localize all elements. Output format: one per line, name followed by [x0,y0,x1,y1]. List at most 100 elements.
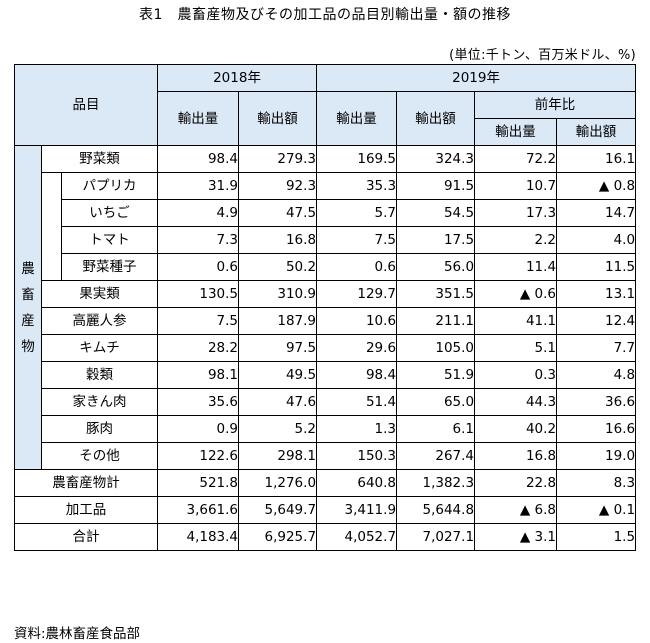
cell-a2018: 6,925.7 [238,523,318,551]
header-2019-value: 輸出額 [396,91,476,146]
cell-v2018: 4,183.4 [157,523,240,551]
cell-a2019: 324.3 [396,145,476,173]
cell-ya: 11.5 [556,253,637,281]
cell-v2019: 169.5 [316,145,398,173]
total-name: 合計 [13,523,159,551]
total-row: 合計 4,183.4 6,925.7 4,052.7 7,027.1 ▲ 3.1 1.5 [13,523,637,551]
cell-a2019: 7,027.1 [396,523,476,551]
group-label-char: 産 [21,312,35,329]
cell-ya: 12.4 [556,307,637,335]
table-title: 表1 農畜産物及びその加工品の品目別輸出量・額の推移 [139,7,511,23]
cell-a2018: 279.3 [238,145,318,173]
cell-yv: 72.2 [474,145,558,173]
cell-a2019: 1,382.3 [396,469,476,497]
cell-v2019: 640.8 [316,469,398,497]
table-row: 豚肉 0.9 5.2 1.3 6.1 40.2 16.6 [15,415,637,443]
cell-a2018: 49.5 [238,361,318,389]
group-label-char: 物 [21,338,35,355]
cell-v2018: 98.4 [157,145,240,173]
cell-a2019: 17.5 [396,226,476,254]
cell-yv: 2.2 [474,226,558,254]
table-row: パプリカ 31.9 92.3 35.3 91.5 10.7 ▲ 0.8 [15,172,637,281]
cell-ya: 4.8 [556,361,637,389]
cell-a2019: 54.5 [396,199,476,227]
cell-yv: 11.4 [474,253,558,281]
cell-v2019: 150.3 [316,442,398,470]
cell-yv: 5.1 [474,334,558,362]
cell-yv: 16.8 [474,442,558,470]
total-row: 加工品 3,661.6 5,649.7 3,411.9 5,644.8 ▲ 6.8 ▲ 0.… [13,496,637,524]
cell-a2018: 47.5 [238,199,318,227]
group-label-cell: 農畜産物 [14,145,42,470]
header-year-2018: 2018年 [157,64,318,92]
table-row: 果実類 130.5 310.9 129.7 351.5 ▲ 0.6 13.1 [15,280,637,308]
cell-v2019: 35.3 [316,172,398,200]
cell-v2018: 130.5 [157,280,240,308]
cell-yv: 17.3 [474,199,558,227]
cell-yv: 10.7 [474,172,558,200]
header-yoy: 前年比 [474,91,637,119]
cell-v2019: 5.7 [316,199,398,227]
cell-ya: 36.6 [556,388,637,416]
group-label-char: 畜 [21,286,35,303]
table-row: その他 122.6 298.1 150.3 267.4 16.8 19.0 [15,442,637,470]
cell-yv: ▲ 6.8 [474,496,558,524]
row-name: 野菜類 [40,145,159,173]
row-name: 家きん肉 [40,388,159,416]
cell-ya: 16.6 [556,415,637,443]
cell-a2019: 351.5 [396,280,476,308]
cell-a2018: 5,649.7 [238,496,318,524]
cell-a2019: 5,644.8 [396,496,476,524]
cell-a2018: 310.9 [238,280,318,308]
table-row: 家きん肉 35.6 47.6 51.4 65.0 44.3 36.6 [15,388,637,416]
table-row: 高麗人参 7.5 187.9 10.6 211.1 41.1 12.4 [15,307,637,335]
total-name: 加工品 [13,496,159,524]
cell-v2019: 0.6 [316,253,398,281]
group-label-char: 農 [21,260,35,277]
cell-v2018: 122.6 [157,442,240,470]
source-note: 資料:農林畜産食品部 [14,626,141,642]
cell-ya: 14.7 [556,199,637,227]
cell-v2019: 29.6 [316,334,398,362]
cell-yv: 0.3 [474,361,558,389]
cell-a2019: 267.4 [396,442,476,470]
cell-a2019: 6.1 [396,415,476,443]
table-row: キムチ 28.2 97.5 29.6 105.0 5.1 7.7 [15,334,637,362]
cell-a2019: 51.9 [396,361,476,389]
header-2018-volume: 輸出量 [157,91,240,146]
header-2018-value: 輸出額 [238,91,318,146]
cell-a2019: 105.0 [396,334,476,362]
sub-indent-cell [41,172,62,281]
cell-ya: ▲ 0.1 [556,496,637,524]
cell-a2019: 65.0 [396,388,476,416]
cell-v2018: 4.9 [157,199,240,227]
cell-v2018: 0.6 [157,253,240,281]
cell-v2018: 0.9 [157,415,240,443]
cell-v2018: 7.3 [157,226,240,254]
cell-a2018: 92.3 [238,172,318,200]
cell-v2019: 4,052.7 [316,523,398,551]
row-name: キムチ [40,334,159,362]
cell-ya: 4.0 [556,226,637,254]
cell-v2019: 129.7 [316,280,398,308]
cell-a2018: 187.9 [238,307,318,335]
header-yoy-value: 輸出額 [556,118,637,146]
cell-yv: 22.8 [474,469,558,497]
row-name: 野菜種子 [60,253,159,281]
header-year-2019: 2019年 [316,64,637,92]
cell-a2018: 5.2 [238,415,318,443]
cell-yv: 40.2 [474,415,558,443]
cell-ya: 13.1 [556,280,637,308]
cell-a2018: 47.6 [238,388,318,416]
row-name: その他 [40,442,159,470]
cell-v2018: 7.5 [157,307,240,335]
cell-a2018: 97.5 [238,334,318,362]
cell-yv: ▲ 3.1 [474,523,558,551]
cell-a2019: 56.0 [396,253,476,281]
cell-v2018: 521.8 [157,469,240,497]
row-name: パプリカ [60,172,159,200]
cell-ya: 19.0 [556,442,637,470]
cell-a2018: 1,276.0 [238,469,318,497]
cell-a2019: 91.5 [396,172,476,200]
row-name: 果実類 [40,280,159,308]
